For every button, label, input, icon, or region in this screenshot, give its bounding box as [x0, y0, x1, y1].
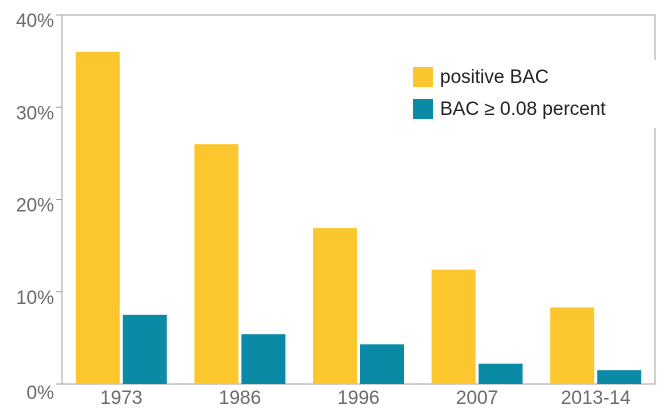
legend-swatch	[413, 99, 433, 119]
legend-swatch	[413, 67, 433, 87]
x-tick-label: 2007	[456, 388, 498, 409]
bar	[241, 334, 286, 384]
bar	[597, 370, 642, 384]
y-tick-label: 40%	[16, 11, 54, 32]
x-tick-label: 2013-14	[561, 388, 631, 409]
bar	[431, 269, 476, 384]
bar	[550, 307, 595, 384]
legend-label: positive BAC	[440, 67, 549, 88]
x-tick-label: 1973	[100, 388, 142, 409]
bar	[478, 363, 523, 384]
y-tick-label: 0%	[27, 383, 55, 404]
y-tick-label: 30%	[16, 103, 54, 124]
legend-bg	[405, 60, 667, 128]
bar	[360, 344, 404, 384]
y-tick-label: 10%	[16, 288, 54, 309]
x-tick-label: 1986	[219, 388, 261, 409]
x-tick-label: 1996	[337, 388, 379, 409]
bar	[75, 51, 120, 385]
bar	[313, 228, 357, 384]
legend-label: BAC ≥ 0.08 percent	[440, 99, 606, 120]
bar	[122, 314, 167, 384]
y-tick-label: 20%	[16, 196, 54, 217]
bar	[194, 144, 239, 384]
